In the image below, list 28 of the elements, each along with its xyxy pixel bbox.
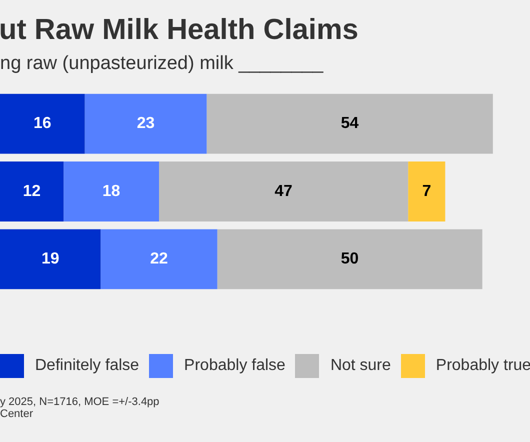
bar — [0, 94, 85, 154]
data-label: 50 — [340, 250, 359, 268]
bar — [0, 162, 64, 222]
data-label: 22 — [150, 250, 168, 268]
legend-label: Definitely false — [35, 357, 140, 375]
data-label: 19 — [41, 250, 60, 268]
chart-subtitle: ng raw (unpasteurized) milk ________ — [0, 53, 324, 75]
bar — [84, 94, 207, 154]
chart-title: ut Raw Milk Health Claims — [0, 14, 358, 47]
legend-label: Probably true — [436, 357, 530, 375]
data-label: 54 — [340, 115, 359, 132]
data-label: 23 — [136, 115, 155, 132]
data-label: 7 — [422, 182, 432, 200]
bar — [159, 162, 408, 222]
legend-label: Probably false — [184, 357, 286, 375]
text: y 2025, N=1716, MOE =+/-3.4pp — [0, 396, 160, 408]
data-label: 12 — [22, 182, 41, 200]
bar — [408, 162, 446, 222]
legend-label: Not sure — [330, 357, 391, 375]
text: Center — [0, 408, 34, 420]
bar — [64, 162, 159, 222]
data-label: 18 — [102, 182, 120, 200]
data-label: 16 — [34, 115, 52, 132]
bar — [206, 94, 493, 154]
bar — [100, 229, 218, 290]
bar — [0, 229, 101, 290]
bar — [217, 229, 482, 290]
data-label: 47 — [274, 182, 293, 200]
